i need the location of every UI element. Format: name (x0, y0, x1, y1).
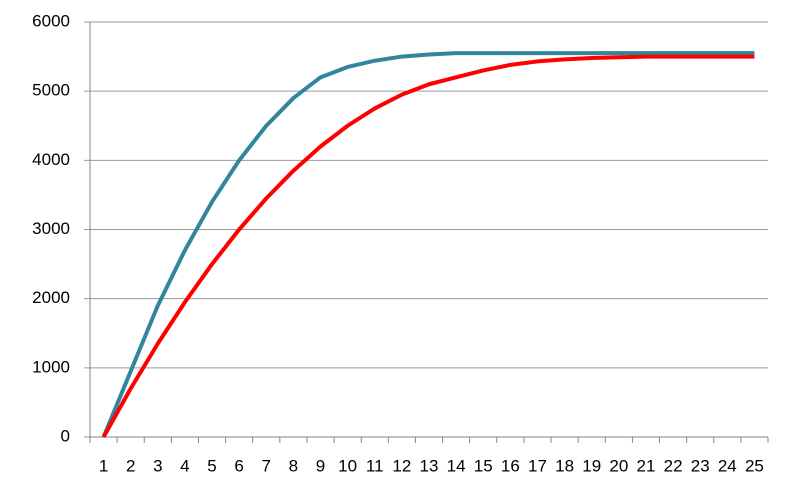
y-tick-label: 1000 (32, 357, 70, 376)
x-tick-label: 8 (289, 456, 298, 475)
x-tick-label: 9 (316, 456, 325, 475)
x-tick-label: 2 (126, 456, 135, 475)
x-tick-label: 12 (392, 456, 411, 475)
x-tick-label: 13 (420, 456, 439, 475)
x-tick-label: 16 (501, 456, 520, 475)
x-tick-label: 6 (234, 456, 243, 475)
x-tick-label: 17 (528, 456, 547, 475)
x-tick-label: 23 (691, 456, 710, 475)
x-tick-label: 25 (745, 456, 764, 475)
x-tick-label: 10 (338, 456, 357, 475)
x-tick-label: 1 (99, 456, 108, 475)
x-tick-label: 11 (366, 456, 384, 475)
x-tick-label: 22 (664, 456, 683, 475)
y-tick-label: 4000 (32, 150, 70, 169)
series-line (101, 54, 755, 438)
x-tick-label: 3 (153, 456, 162, 475)
y-tick-label: 3000 (32, 219, 70, 238)
x-tick-label: 24 (718, 456, 737, 475)
x-tick-label: 7 (262, 456, 271, 475)
series-line (101, 51, 755, 438)
x-tick-label: 19 (582, 456, 601, 475)
x-tick-label: 18 (555, 456, 574, 475)
y-tick-label: 2000 (32, 288, 70, 307)
x-tick-label: 21 (636, 456, 655, 475)
y-tick-label: 0 (61, 426, 70, 445)
x-tick-label: 15 (474, 456, 493, 475)
x-tick-label: 20 (609, 456, 628, 475)
x-tick-label: 4 (180, 456, 189, 475)
y-tick-label: 5000 (32, 81, 70, 100)
x-tick-label: 5 (207, 456, 216, 475)
y-tick-label: 6000 (32, 11, 70, 30)
x-tick-label: 14 (447, 456, 466, 475)
